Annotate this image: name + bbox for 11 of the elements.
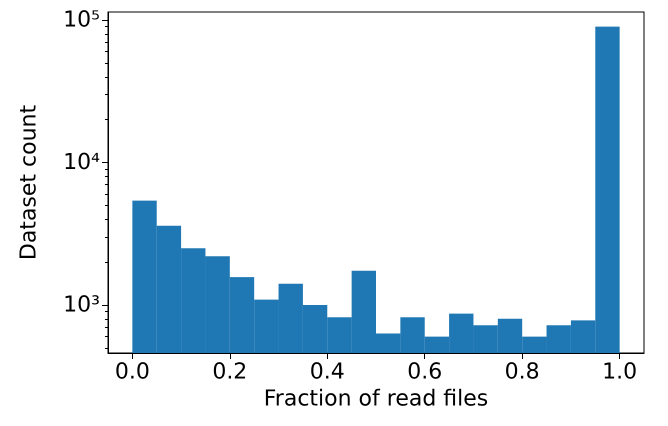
x-tick-label: 0.0 (114, 360, 150, 384)
y-tick-label: 10³ (63, 292, 100, 318)
x-tick-label: 0.4 (310, 360, 345, 384)
y-tick-label: 10⁴ (63, 150, 100, 176)
x-axis-title: Fraction of read files (264, 386, 488, 412)
x-tick-label: 0.2 (212, 360, 248, 384)
y-tick-label: 10⁵ (63, 8, 100, 33)
x-tick-label: 0.8 (504, 360, 540, 384)
y-axis-title: Dataset count (16, 104, 42, 260)
x-tick-label: 1.0 (602, 360, 638, 384)
x-tick-label: 0.6 (407, 360, 442, 384)
